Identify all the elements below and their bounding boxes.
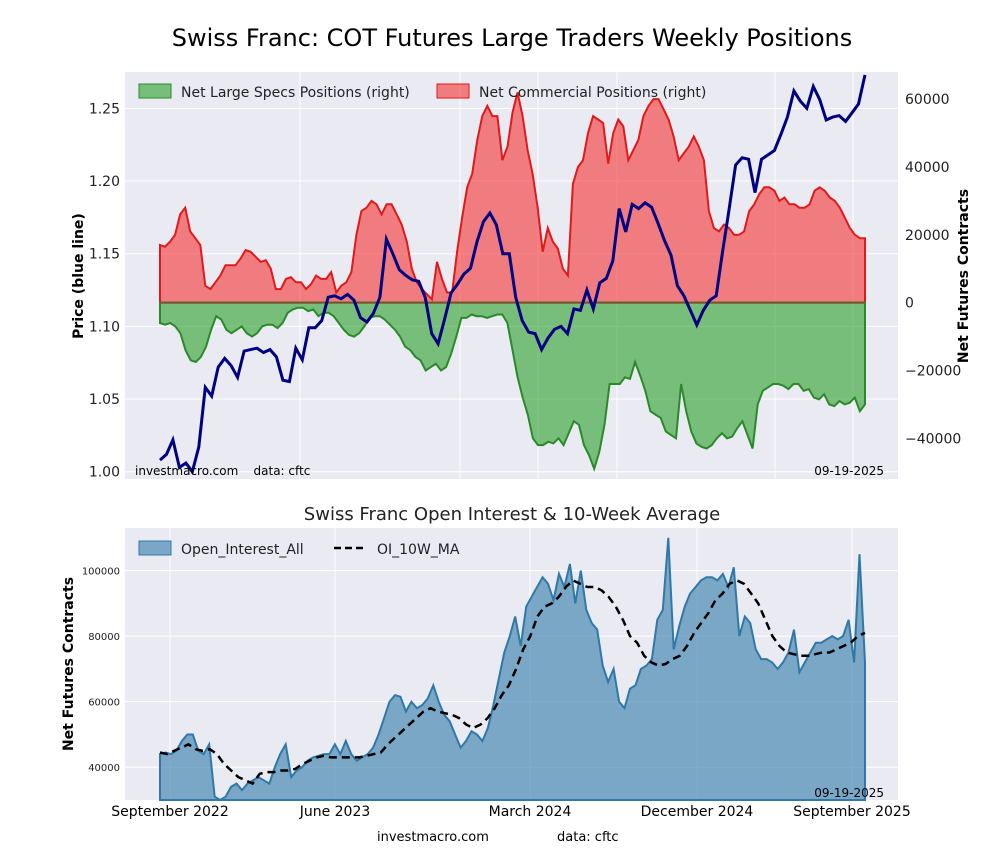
bottom-date-label: 09-19-2025 bbox=[814, 786, 884, 800]
right-tick-label: 60000 bbox=[905, 92, 950, 108]
bottom-y-tick-label: 100000 bbox=[82, 567, 120, 578]
right-tick-label: −40000 bbox=[905, 431, 961, 447]
x-tick-label: September 2025 bbox=[793, 804, 910, 820]
footer-source: data: cftc bbox=[557, 830, 619, 845]
main-chart-title: Swiss Franc: COT Futures Large Traders W… bbox=[172, 24, 852, 52]
bottom-y-axis-label: Net Futures Contracts bbox=[61, 577, 77, 751]
left-tick-label: 1.05 bbox=[89, 392, 120, 408]
left-tick-label: 1.10 bbox=[89, 319, 120, 335]
left-axis-ticks: 1.00 1.05 1.10 1.15 1.20 1.25 bbox=[89, 101, 120, 480]
right-tick-label: 0 bbox=[905, 296, 914, 312]
legend-specs-label: Net Large Specs Positions (right) bbox=[181, 85, 410, 101]
bottom-y-tick-label: 60000 bbox=[88, 698, 120, 709]
x-tick-label: December 2024 bbox=[641, 804, 754, 820]
legend-ma-label: OI_10W_MA bbox=[377, 542, 460, 558]
bottom-legend: Open_Interest_All OI_10W_MA bbox=[138, 540, 460, 558]
legend-oi-label: Open_Interest_All bbox=[181, 542, 304, 558]
legend-commercial-swatch bbox=[436, 83, 470, 99]
bottom-y-tick-label: 80000 bbox=[88, 632, 120, 643]
bottom-y-axis-ticks: 40000 60000 80000 100000 bbox=[82, 567, 120, 775]
legend-specs-swatch bbox=[138, 83, 172, 99]
right-tick-label: 20000 bbox=[905, 228, 950, 244]
price-line bbox=[159, 74, 867, 476]
net-large-specs-area bbox=[159, 301, 866, 472]
x-tick-label: March 2024 bbox=[489, 804, 572, 820]
top-watermark: investmacro.com data: cftc bbox=[135, 464, 310, 478]
top-panel: 1.00 1.05 1.10 1.15 1.20 1.25 −40000 −20000 0 20… bbox=[71, 72, 972, 481]
left-tick-label: 1.15 bbox=[89, 247, 120, 263]
open-interest-area bbox=[159, 537, 866, 802]
top-date-label: 09-19-2025 bbox=[814, 464, 884, 478]
x-tick-label: June 2023 bbox=[299, 804, 371, 820]
left-tick-label: 1.20 bbox=[89, 174, 120, 190]
bottom-chart-title: Swiss Franc Open Interest & 10-Week Aver… bbox=[304, 504, 720, 525]
bottom-panel: 40000 60000 80000 100000 September 2022 June… bbox=[61, 528, 911, 820]
x-axis-ticks: September 2022 June 2023 March 2024 Decembe… bbox=[111, 804, 910, 820]
net-commercial-area bbox=[159, 92, 866, 304]
right-tick-label: −20000 bbox=[905, 363, 961, 379]
oi-10w-ma-line bbox=[159, 578, 866, 786]
left-axis-label: Price (blue line) bbox=[71, 213, 87, 339]
right-tick-label: 40000 bbox=[905, 160, 950, 176]
bottom-y-tick-label: 40000 bbox=[88, 763, 120, 774]
footer-site: investmacro.com bbox=[377, 830, 489, 845]
legend-oi-swatch bbox=[138, 540, 172, 556]
left-tick-label: 1.25 bbox=[89, 101, 120, 117]
right-axis-label: Net Futures Contracts bbox=[956, 189, 972, 363]
right-axis-ticks: −40000 −20000 0 20000 40000 60000 bbox=[905, 92, 961, 447]
top-legend: Net Large Specs Positions (right) Net Co… bbox=[138, 83, 706, 101]
legend-commercial-label: Net Commercial Positions (right) bbox=[479, 85, 706, 101]
x-tick-label: September 2022 bbox=[111, 804, 228, 820]
left-tick-label: 1.00 bbox=[89, 465, 120, 481]
